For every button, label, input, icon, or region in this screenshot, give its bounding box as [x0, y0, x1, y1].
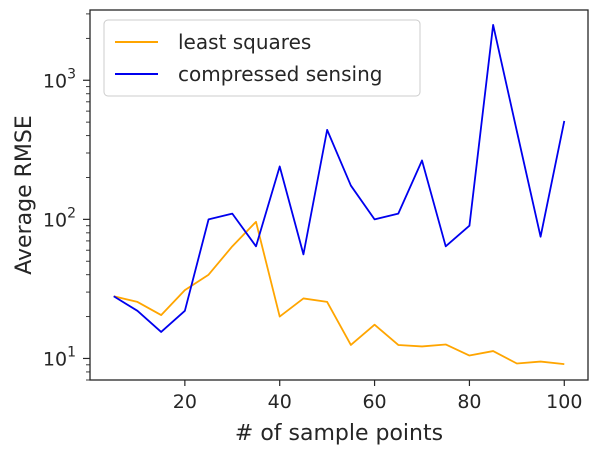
x-tick-label: 60	[362, 391, 386, 413]
plot-frame	[89, 9, 589, 381]
y-tick-label: 101	[43, 344, 76, 370]
x-tick-label: 40	[268, 391, 292, 413]
legend: least squares compressed sensing	[103, 19, 421, 97]
y-axis-title: Average RMSE	[12, 115, 37, 274]
x-axis-title: # of sample points	[235, 421, 443, 446]
legend-label-compressed-sensing: compressed sensing	[178, 62, 382, 86]
x-tick-label: 20	[173, 391, 197, 413]
y-axis-ticks: 101 102 103	[43, 13, 90, 381]
series-line-least-squares	[113, 220, 565, 366]
x-tick-label: 100	[546, 391, 582, 413]
y-tick-label: 102	[43, 205, 76, 231]
y-tick-label: 103	[43, 66, 76, 92]
series-line-compressed-sensing	[113, 24, 566, 333]
legend-label-least-squares: least squares	[178, 30, 311, 54]
series-layer	[113, 24, 566, 366]
legend-box	[103, 19, 421, 97]
x-tick-label: 80	[457, 391, 481, 413]
x-axis-ticks: 20 40 60 80 100	[173, 380, 582, 413]
